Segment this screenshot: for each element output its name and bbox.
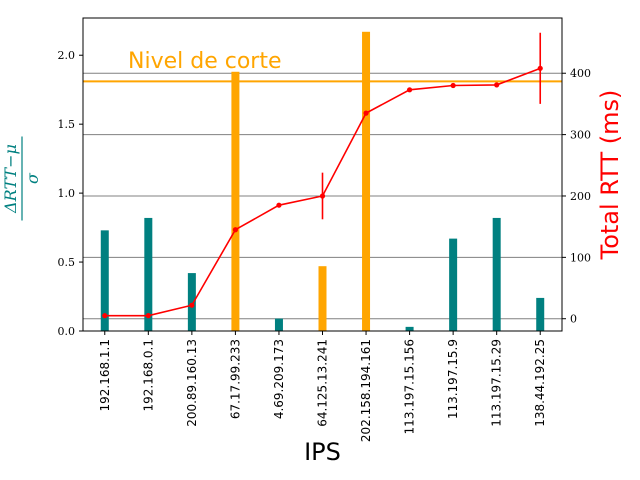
bar-4 xyxy=(274,318,283,331)
right-tick-label-0: 0 xyxy=(570,313,577,326)
rtt-point-10 xyxy=(537,65,543,71)
bar-2 xyxy=(187,273,196,331)
bar-9 xyxy=(492,217,501,331)
x-tick-label-1: 192.168.0.1 xyxy=(141,339,155,412)
cutoff-annotation: Nivel de corte xyxy=(128,49,281,74)
bar-8 xyxy=(449,238,458,331)
rtt-point-0 xyxy=(102,313,108,319)
x-tick-label-7: 113.197.15.156 xyxy=(403,339,417,434)
x-tick-label-2: 200.89.160.13 xyxy=(185,339,199,427)
left-tick-label-2: 1.0 xyxy=(58,187,76,200)
x-tick-label-6: 202.158.194.161 xyxy=(359,339,373,442)
rtt-point-5 xyxy=(319,193,326,199)
x-tick-label-0: 192.168.1.1 xyxy=(98,339,112,412)
rtt-point-6 xyxy=(363,110,369,116)
bar-10 xyxy=(536,297,545,331)
x-tick-label-5: 64.125.13.241 xyxy=(316,339,330,427)
bar-5 xyxy=(318,266,327,331)
right-tick-label-2: 200 xyxy=(570,190,591,203)
rtt-point-1 xyxy=(145,313,151,319)
right-tick-label-1: 100 xyxy=(570,251,591,264)
x-axis-label: IPS xyxy=(304,438,341,466)
left-tick-label-3: 1.5 xyxy=(58,118,76,131)
left-tick-label-0: 0.0 xyxy=(58,325,76,338)
x-tick-label-4: 4.69.209.173 xyxy=(272,339,286,419)
rtt-series xyxy=(102,32,543,319)
x-axis: 192.168.1.1 192.168.0.1 200.89.160.13 67.17… xyxy=(98,331,547,442)
left-axis: 0.0 0.5 1.0 1.5 2.0 xyxy=(58,49,83,338)
left-axis-label-numerator: ΔRTT−μ xyxy=(1,144,20,214)
bar-7 xyxy=(405,326,414,331)
x-tick-label-9: 113.197.15.29 xyxy=(490,339,504,427)
right-axis: 0 100 200 300 400 xyxy=(562,67,591,326)
bar-3 xyxy=(231,71,240,331)
rtt-point-4 xyxy=(276,202,282,208)
rtt-point-8 xyxy=(450,82,456,89)
x-tick-label-8: 113.197.15.9 xyxy=(446,339,460,419)
rtt-point-3 xyxy=(232,227,239,233)
left-axis-label: ΔRTT−μ σ xyxy=(1,136,42,221)
left-tick-label-4: 2.0 xyxy=(58,49,76,62)
bar-0 xyxy=(100,230,109,331)
left-tick-label-1: 0.5 xyxy=(58,256,76,269)
left-axis-label-denominator: σ xyxy=(23,172,42,184)
x-tick-label-10: 138.44.192.25 xyxy=(533,339,547,427)
right-axis-label: Total RTT (ms) xyxy=(596,90,624,261)
rtt-point-9 xyxy=(494,82,500,88)
right-tick-label-3: 300 xyxy=(570,129,591,142)
bar-1 xyxy=(144,217,153,331)
rtt-point-7 xyxy=(406,87,413,93)
bar-6 xyxy=(362,31,371,332)
rtt-point-2 xyxy=(189,302,195,308)
x-tick-label-3: 67.17.99.233 xyxy=(228,339,242,419)
right-tick-label-4: 400 xyxy=(570,67,591,80)
bars xyxy=(100,31,545,332)
